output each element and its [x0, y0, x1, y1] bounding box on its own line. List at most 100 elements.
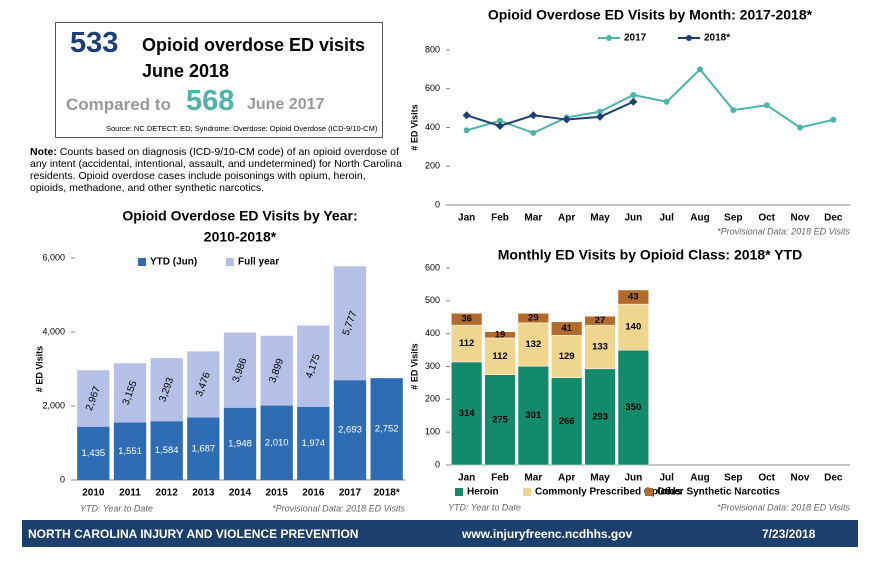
x-tick-label: May — [590, 213, 610, 224]
bar-label: 2,010 — [265, 437, 289, 448]
y-tick-label: 400 — [425, 122, 440, 132]
x-tick-label: Sep — [724, 213, 742, 224]
y-tick-label: 600 — [425, 83, 440, 93]
bar-label: 2,752 — [375, 424, 399, 435]
y-tick-label: 0 — [435, 199, 440, 209]
y-tick-label: 6,000 — [42, 252, 65, 262]
y-tick-label: 200 — [425, 161, 440, 171]
bar-segment — [484, 331, 516, 339]
bar-label: 301 — [525, 410, 542, 421]
bar — [297, 406, 330, 480]
x-tick-label: Feb — [491, 473, 509, 484]
x-tick-label: 2015 — [266, 488, 289, 499]
point — [463, 127, 470, 134]
legend-label: YTD (Jun) — [150, 257, 197, 268]
point — [763, 102, 770, 109]
bar-label: 1,687 — [191, 443, 215, 454]
chart-note: YTD: Year to Date — [448, 502, 521, 512]
legend-label: Full year — [238, 257, 279, 268]
x-tick-label: Oct — [758, 213, 775, 224]
note: Note: Counts based on diagnosis (ICD-9/1… — [30, 146, 402, 194]
y-tick-label: 600 — [425, 262, 440, 272]
legend-label: Other Synthetic Narcotics — [657, 487, 780, 498]
bar-segment — [584, 324, 616, 370]
chart-title: Monthly ED Visits by Opioid Class: 2018*… — [498, 247, 802, 263]
bar — [150, 421, 183, 480]
point — [629, 97, 638, 106]
y-tick-label: 300 — [425, 361, 440, 371]
bar-label: 1,974 — [301, 438, 325, 449]
bar-segment — [451, 313, 483, 326]
point — [797, 124, 803, 131]
bar-label: 1,948 — [228, 438, 252, 449]
footer-org: NORTH CAROLINA INJURY AND VIOLENCE PREVE… — [28, 527, 359, 541]
x-tick-label: Mar — [524, 473, 542, 484]
x-tick-label: 2017 — [339, 488, 362, 499]
bar — [370, 378, 403, 480]
legend-swatch — [686, 35, 692, 41]
legend-swatch — [138, 258, 146, 266]
x-tick-label: 2011 — [119, 488, 141, 499]
note-text: Counts based on diagnosis (ICD-9/10-CM c… — [30, 146, 402, 194]
legend-swatch — [645, 488, 653, 496]
bar-label: 133 — [592, 341, 608, 352]
chart-note: YTD: Year to Date — [80, 503, 153, 513]
point — [496, 121, 504, 130]
x-tick-label: Apr — [558, 473, 575, 484]
legend-label: Heroin — [467, 487, 499, 498]
chart-title: Opioid Overdose ED Visits by Year: — [122, 208, 357, 224]
x-tick-label: Mar — [524, 213, 542, 224]
x-tick-label: Aug — [690, 473, 709, 484]
x-tick-label: Dec — [824, 473, 843, 484]
y-tick-label: 500 — [425, 295, 440, 305]
bar-label: 350 — [625, 402, 641, 413]
x-tick-label: Feb — [491, 213, 509, 224]
legend-swatch — [606, 35, 612, 41]
point — [830, 116, 837, 123]
compare-period: June 2017 — [247, 96, 325, 113]
count-label: Opioid overdose ED visits — [142, 35, 366, 55]
bar-label: 293 — [592, 411, 608, 422]
point — [697, 66, 703, 73]
y-tick-label: 200 — [425, 394, 440, 404]
chart-note: *Provisional Data: 2018 ED Visits — [272, 503, 405, 513]
bar-segment — [551, 321, 583, 336]
x-tick-label: Jul — [659, 473, 674, 484]
x-tick-label: Jan — [458, 213, 475, 224]
bar-segment — [517, 313, 549, 324]
footer: NORTH CAROLINA INJURY AND VIOLENCE PREVE… — [22, 520, 858, 547]
bar — [333, 380, 367, 480]
legend-label: 2017 — [624, 33, 647, 44]
legend-label: 2018* — [704, 33, 730, 44]
point — [497, 117, 503, 124]
point — [529, 111, 538, 120]
y-tick-label: 400 — [425, 328, 440, 338]
bar — [260, 405, 293, 480]
bar-segment — [484, 337, 516, 375]
legend-swatch — [455, 488, 463, 496]
chart-note: *Provisional Data: 2018 ED Visits — [717, 502, 850, 512]
point — [630, 91, 637, 98]
x-tick-label: Oct — [758, 473, 775, 484]
x-tick-label: Jan — [458, 473, 475, 484]
y-tick-label: 0 — [60, 474, 65, 484]
y-axis-label: # ED Visits — [409, 104, 419, 150]
chart-title: Opioid Overdose ED Visits by Month: 2017… — [488, 7, 813, 23]
x-tick-label: 2016 — [302, 488, 325, 499]
x-tick-label: Jun — [624, 213, 642, 224]
source: Source: NC DETECT: ED; Syndrome: Overdos… — [106, 124, 378, 133]
bar-label: 43 — [628, 292, 639, 303]
point — [730, 107, 737, 114]
period: June 2018 — [142, 61, 230, 81]
x-tick-label: 2014 — [229, 488, 252, 499]
x-tick-label: 2018* — [374, 488, 400, 499]
x-tick-label: 2010 — [82, 488, 105, 499]
bar-label: 112 — [492, 351, 507, 362]
x-tick-label: Nov — [791, 213, 810, 224]
bar — [187, 417, 220, 480]
chart-title: 2010-2018* — [204, 229, 277, 245]
y-tick-label: 100 — [425, 427, 440, 437]
y-tick-label: 2,000 — [42, 400, 65, 410]
